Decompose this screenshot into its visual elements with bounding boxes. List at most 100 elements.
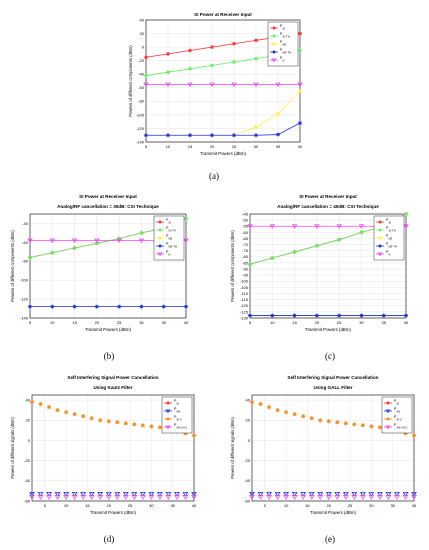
y-tick-label-e-3: -20 <box>244 458 251 463</box>
data-point-a-4-1 <box>165 82 171 87</box>
data-point-e-1-8 <box>317 491 324 497</box>
data-point-e-3-7 <box>308 495 315 500</box>
data-point-d-2-12 <box>132 422 137 427</box>
data-point-a-0-2 <box>188 48 192 53</box>
data-point-a-1-5 <box>254 56 258 61</box>
data-point-a-3-5 <box>254 133 258 138</box>
data-point-b-3-0 <box>28 304 32 309</box>
y-tick-label-b-2: -80 <box>22 259 29 264</box>
data-point-a-3-4 <box>232 133 236 138</box>
data-point-e-1-18 <box>402 491 409 497</box>
chart-subtitle-e: Using GALL Filter <box>314 385 353 390</box>
data-point-e-3-9 <box>325 495 332 500</box>
x-tick-label-e-3: 20 <box>327 503 332 508</box>
data-point-d-1-15 <box>156 491 163 497</box>
legend-label-c-0: PSI <box>386 218 391 225</box>
chart-title-d: Self Interfering Signal Power Cancellati… <box>67 375 158 380</box>
y-tick-label-c-17: -130 <box>240 315 249 320</box>
data-point-a-4-4 <box>231 82 237 87</box>
x-axis-label-a: Transmit Powers (dBm) <box>200 151 246 156</box>
legend-marker-e-1 <box>385 409 391 414</box>
data-point-d-2-10 <box>115 420 120 425</box>
data-point-e-2-10 <box>335 420 340 425</box>
data-point-a-1-2 <box>188 66 192 71</box>
legend-label-a-4: PN <box>280 56 284 63</box>
data-point-d-3-12 <box>131 495 138 500</box>
chart-subtitle-b: Analog/RF cancellation = 30dB: CSI Techn… <box>57 204 159 209</box>
y-tick-label-d-1: 20 <box>26 418 31 423</box>
data-point-e-3-19 <box>411 495 417 500</box>
data-point-e-2-6 <box>300 414 306 419</box>
x-tick-label-d-0: 5 <box>44 503 47 508</box>
data-point-d-1-4 <box>63 491 70 497</box>
data-point-e-2-18 <box>403 431 408 436</box>
y-tick-label-a-5: -60 <box>138 85 145 90</box>
x-tick-label-b-1: 10 <box>50 320 55 325</box>
legend-label-e-0: PSI <box>394 399 399 406</box>
data-point-e-3-4 <box>283 495 290 500</box>
data-point-a-0-5 <box>254 38 258 43</box>
data-point-c-1-0 <box>248 262 252 267</box>
data-point-c-4-7 <box>403 224 409 229</box>
data-point-d-1-14 <box>148 491 155 497</box>
data-point-e-1-17 <box>394 491 400 497</box>
data-point-b-4-1 <box>49 238 56 244</box>
legend-label-e-2: PSI-C <box>394 415 402 422</box>
y-tick-label-a-3: -20 <box>138 58 145 63</box>
data-point-e-2-7 <box>309 416 314 421</box>
data-point-c-4-4 <box>336 224 342 229</box>
data-point-b-1-5 <box>139 230 144 235</box>
data-point-e-2-0 <box>249 399 255 405</box>
data-point-d-1-10 <box>114 491 121 497</box>
y-axis-label-d: Powers of different signals (dBm) <box>10 417 15 479</box>
data-point-e-1-14 <box>368 491 375 497</box>
data-point-d-2-14 <box>149 424 154 429</box>
legend-marker-a-2 <box>272 42 276 46</box>
data-point-a-3-0 <box>144 133 148 138</box>
x-tick-label-c-5: 30 <box>359 320 364 325</box>
y-tick-label-a-6: -80 <box>138 99 145 104</box>
caption-c: (c) <box>325 351 335 361</box>
data-point-e-2-1 <box>258 401 263 407</box>
legend-marker-b-3 <box>158 244 162 248</box>
data-point-e-1-2 <box>266 491 272 497</box>
data-point-c-3-4 <box>337 313 342 318</box>
data-point-b-3-5 <box>139 304 144 309</box>
y-tick-label-b-1: -60 <box>22 240 29 245</box>
y-tick-label-c-11: -100 <box>240 279 249 284</box>
y-tick-label-a-2: 0 <box>142 45 145 50</box>
data-point-a-2-6 <box>276 111 280 116</box>
data-point-e-1-11 <box>342 491 349 497</box>
data-point-e-2-5 <box>292 411 297 417</box>
x-tick-label-a-4: 25 <box>232 144 237 149</box>
data-point-e-1-13 <box>359 491 366 497</box>
data-point-d-1-7 <box>88 491 95 497</box>
data-point-a-0-3 <box>210 45 214 50</box>
data-point-d-2-18 <box>183 431 188 436</box>
data-point-a-1-3 <box>210 63 214 68</box>
data-point-c-1-1 <box>270 256 275 261</box>
data-point-d-3-5 <box>71 495 78 500</box>
data-point-b-4-3 <box>94 238 100 244</box>
data-point-d-3-7 <box>88 495 95 500</box>
data-point-d-2-9 <box>106 419 111 424</box>
data-point-e-2-3 <box>275 407 280 413</box>
x-tick-label-d-7: 40 <box>192 503 197 508</box>
data-point-b-4-0 <box>27 238 33 244</box>
data-point-e-3-5 <box>291 495 298 500</box>
data-point-d-2-2 <box>46 404 52 410</box>
data-point-d-2-0 <box>29 399 35 405</box>
chart-title-a: SI Power at Receiver Input <box>194 12 252 17</box>
data-point-c-1-4 <box>337 237 342 242</box>
data-point-e-2-4 <box>283 409 289 415</box>
y-tick-label-e-5: -60 <box>244 498 251 503</box>
data-point-a-1-7 <box>298 48 302 53</box>
data-point-b-4-4 <box>116 238 122 244</box>
caption-a: (a) <box>209 171 219 181</box>
y-tick-label-c-10: -95 <box>242 273 249 278</box>
chart-subtitle-c: Analog/RF cancellation = 40dB: CSI Techn… <box>277 204 379 209</box>
data-point-c-3-7 <box>404 313 408 318</box>
data-point-d-1-3 <box>54 491 61 497</box>
data-point-d-1-13 <box>139 491 146 497</box>
data-point-e-2-11 <box>343 421 348 426</box>
